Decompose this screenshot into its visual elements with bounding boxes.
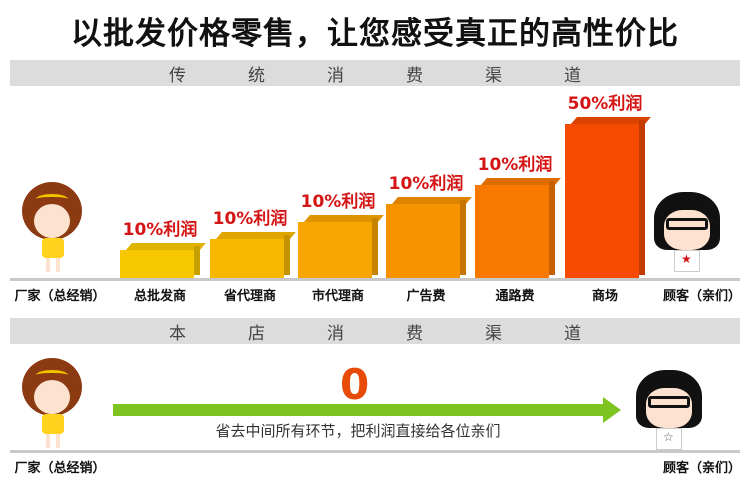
baseline <box>10 278 740 281</box>
header-char: 渠 <box>485 65 502 86</box>
header-char: 费 <box>406 65 423 86</box>
manufacturer-label: 厂家（总经销） <box>14 289 106 304</box>
customer-label: 顾客（亲们） <box>662 289 742 304</box>
page-title: 以批发价格零售，让您感受真正的高性价比 <box>71 16 679 52</box>
profit-label: 10%利润 <box>212 209 288 229</box>
header-char: 传 <box>169 65 186 86</box>
profit-label: 50%利润 <box>567 94 643 114</box>
bar-6 <box>565 117 651 278</box>
baseline <box>10 450 740 453</box>
header-char: 道 <box>564 323 581 344</box>
traditional-channel-header: 传 统 消 费 渠 道 <box>10 60 740 86</box>
profit-label: 10%利润 <box>388 174 464 194</box>
header-char: 消 <box>327 323 344 344</box>
header-char: 消 <box>327 65 344 86</box>
manufacturer-character <box>22 358 82 448</box>
direct-arrow <box>113 404 603 416</box>
arrow-head-icon <box>603 397 621 423</box>
customer-character-sad: ★ <box>654 192 720 272</box>
stage-label: 省代理商 <box>223 289 277 304</box>
stage-label: 广告费 <box>406 289 446 304</box>
header-char: 统 <box>248 65 265 86</box>
header-char: 道 <box>564 65 581 86</box>
header-char: 店 <box>248 323 265 344</box>
profit-label: 10%利润 <box>122 220 198 240</box>
stage-label: 商场 <box>591 289 619 304</box>
profit-label: 10%利润 <box>300 192 376 212</box>
manufacturer-label: 厂家（总经销） <box>14 461 106 476</box>
bar-2 <box>210 232 296 278</box>
header-char: 渠 <box>485 323 502 344</box>
stage-label: 市代理商 <box>311 289 365 304</box>
customer-character-happy: ☆ <box>636 370 702 450</box>
manufacturer-character <box>22 182 82 272</box>
zero-markup: 0 <box>340 360 370 409</box>
header-char: 本 <box>169 323 186 344</box>
customer-label: 顾客（亲们） <box>662 461 742 476</box>
bar-5 <box>475 178 561 278</box>
bar-1 <box>120 243 206 278</box>
direct-caption: 省去中间所有环节，把利润直接给各位亲们 <box>215 422 501 440</box>
stage-label: 通路费 <box>495 289 535 304</box>
bar-4 <box>386 197 472 278</box>
profit-label: 10%利润 <box>477 155 553 175</box>
stage-label: 总批发商 <box>133 289 187 304</box>
store-channel-header: 本 店 消 费 渠 道 <box>10 318 740 344</box>
header-char: 费 <box>406 323 423 344</box>
bar-3 <box>298 215 384 278</box>
